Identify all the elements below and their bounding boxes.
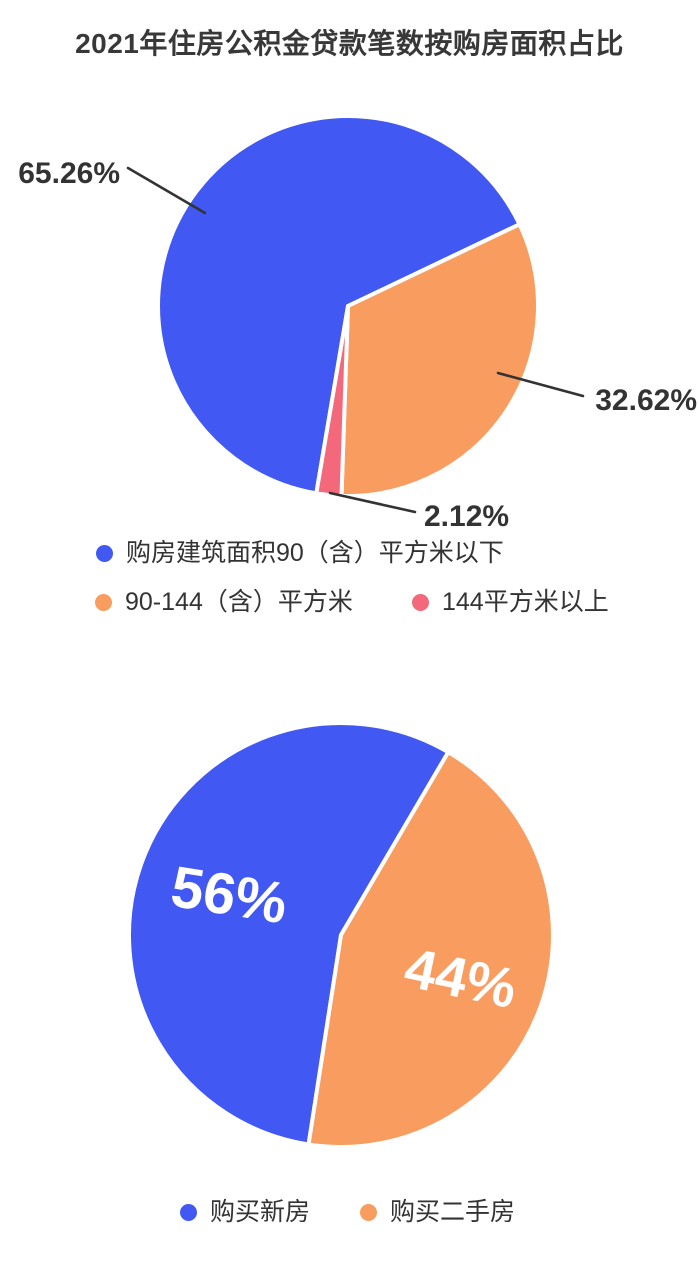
legend-dot-red [412,593,429,611]
pie-slice [339,222,540,498]
legend-dot-blue [180,1203,197,1221]
chart1-title: 2021年住房公积金贷款笔数按购房面积占比 [75,28,624,59]
legend-label: 购房建筑面积90（含）平方米以下 [126,539,504,567]
pie-outside-label: 65.26% [18,157,120,190]
legend-label: 购买二手房 [390,1198,516,1226]
label-leader-line [328,491,417,514]
pie-outside-label: 32.62% [595,384,697,417]
legend-dot-blue [96,544,113,562]
legend-item-under90: 购房建筑面积90（含）平方米以下 [96,540,504,566]
legend-label: 购买新房 [210,1198,311,1226]
legend-label: 90-144（含）平方米 [125,588,353,616]
pie-slice [306,750,555,1149]
label-leader-line [496,371,585,398]
legend-dot-orange [95,593,112,611]
legend-item-90to144: 90-144（含）平方米 [95,589,353,615]
pie-slice [156,114,522,496]
pie-slice [126,721,451,1147]
pie-outside-label: 2.12% [424,500,509,533]
label-leader-line [126,166,207,215]
legend-item-secondhand-home: 购买二手房 [360,1199,515,1225]
legend-item-new-home: 购买新房 [180,1199,310,1225]
legend-label: 144平方米以上 [442,588,609,616]
legend-item-over144: 144平方米以上 [412,589,609,615]
legend-dot-orange [360,1203,377,1221]
